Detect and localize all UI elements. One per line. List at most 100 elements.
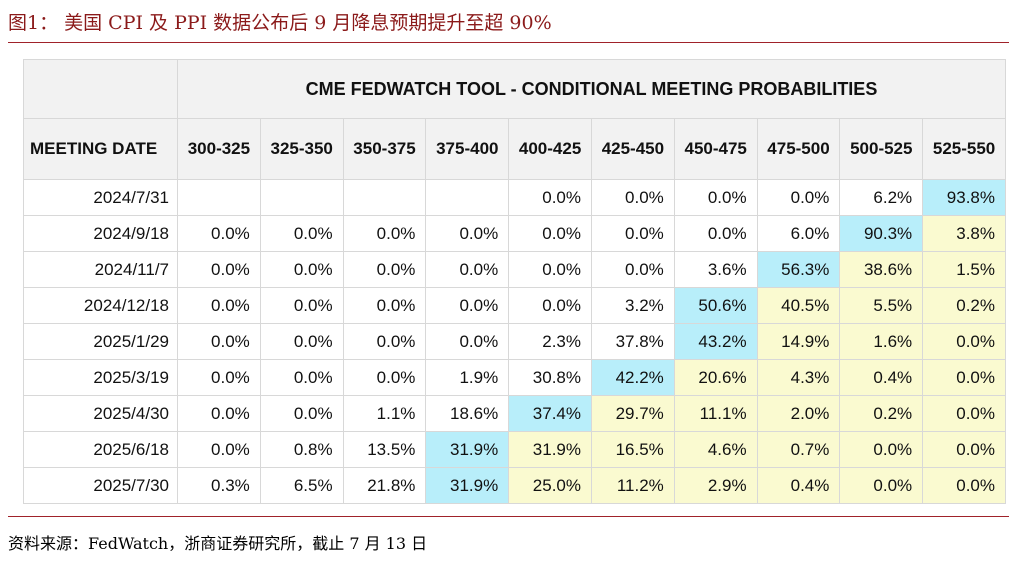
probability-cell: 0.0% (259, 323, 344, 360)
meeting-date-cell: 2025/1/29 (23, 323, 178, 360)
probability-cell: 4.6% (673, 431, 758, 468)
probability-cell: 0.0% (756, 179, 841, 216)
probability-cell: 0.0% (922, 467, 1006, 504)
meeting-date-cell: 2024/11/7 (23, 251, 178, 288)
probability-cell: 0.0% (177, 395, 261, 432)
probability-cell: 0.0% (508, 251, 592, 288)
meeting-date-cell: 2024/7/31 (23, 179, 178, 216)
probability-cell: 38.6% (839, 251, 924, 288)
probability-cell: 5.5% (839, 287, 924, 324)
meeting-date-cell: 2024/12/18 (23, 287, 178, 324)
rate-range-header: 450-475 (673, 118, 758, 180)
table-row: 2025/3/19 0.0% 0.0% 0.0% 1.9% 30.8% 42.2% 20.6%… (23, 359, 1006, 396)
meeting-date-cell: 2024/9/18 (23, 215, 178, 252)
probability-cell: 11.2% (590, 467, 675, 504)
probability-cell: 0.0% (425, 323, 510, 360)
probability-cell: 31.9% (508, 431, 592, 468)
probability-cell: 1.6% (839, 323, 924, 360)
probability-cell: 0.0% (177, 323, 261, 360)
probability-cell: 18.6% (425, 395, 510, 432)
empty-cell (425, 179, 510, 216)
empty-cell (177, 179, 261, 216)
probability-cell: 3.8% (922, 215, 1006, 252)
probability-cell: 0.0% (839, 467, 924, 504)
meeting-date-header: MEETING DATE (23, 118, 178, 180)
figure-title: 图1： 美国 CPI 及 PPI 数据公布后 9 月降息预期提升至超 90% (8, 12, 552, 34)
most-likely-probability-cell: 42.2% (590, 359, 675, 396)
probability-cell: 2.0% (756, 395, 841, 432)
probability-cell: 0.0% (342, 251, 427, 288)
probability-cell: 14.9% (756, 323, 841, 360)
table-row: 2025/4/30 0.0% 0.0% 1.1% 18.6% 37.4% 29.7% 11.1… (23, 395, 1006, 432)
probability-cell: 0.0% (177, 359, 261, 396)
probability-cell: 6.2% (839, 179, 924, 216)
probability-cell: 29.7% (590, 395, 675, 432)
probability-cell: 6.5% (259, 467, 344, 504)
probability-cell: 0.0% (177, 431, 261, 468)
source-divider (8, 516, 1009, 517)
probability-cell: 0.0% (259, 395, 344, 432)
meeting-date-cell: 2025/4/30 (23, 395, 178, 432)
empty-cell (342, 179, 427, 216)
title-divider (8, 42, 1009, 43)
rate-range-header: 350-375 (342, 118, 427, 180)
probability-cell: 0.0% (508, 215, 592, 252)
table-row: 2024/12/18 0.0% 0.0% 0.0% 0.0% 0.0% 3.2% 50.6% 4… (23, 287, 1006, 324)
probability-cell: 0.2% (839, 395, 924, 432)
probability-cell: 11.1% (673, 395, 758, 432)
probability-cell: 40.5% (756, 287, 841, 324)
probability-cell: 0.0% (177, 215, 261, 252)
table-title: CME FEDWATCH TOOL - CONDITIONAL MEETING … (177, 59, 1006, 119)
probability-cell: 1.1% (342, 395, 427, 432)
probability-cell: 0.0% (259, 287, 344, 324)
most-likely-probability-cell: 31.9% (425, 467, 510, 504)
rate-range-header: 300-325 (177, 118, 261, 180)
table-row: 2025/6/18 0.0% 0.8% 13.5% 31.9% 31.9% 16.5% 4.6… (23, 431, 1006, 468)
meeting-date-cell: 2025/3/19 (23, 359, 178, 396)
table-body: 2024/7/31 0.0% 0.0% 0.0% 0.0% 6.2% 93.8% 2024/9… (23, 179, 1006, 504)
probability-cell: 2.3% (508, 323, 592, 360)
probability-cell: 3.6% (673, 251, 758, 288)
probability-cell: 0.0% (259, 251, 344, 288)
probability-cell: 0.4% (839, 359, 924, 396)
probability-cell: 1.5% (922, 251, 1006, 288)
probability-cell: 0.0% (508, 287, 592, 324)
probability-cell: 0.0% (177, 251, 261, 288)
probability-cell: 30.8% (508, 359, 592, 396)
probability-cell: 0.0% (673, 179, 758, 216)
probability-cell: 2.9% (673, 467, 758, 504)
probability-cell: 6.0% (756, 215, 841, 252)
probability-cell: 25.0% (508, 467, 592, 504)
probability-cell: 0.0% (342, 287, 427, 324)
probability-cell: 0.0% (673, 215, 758, 252)
rate-range-header: 375-400 (425, 118, 510, 180)
probability-cell: 16.5% (590, 431, 675, 468)
most-likely-probability-cell: 37.4% (508, 395, 592, 432)
meeting-date-cell: 2025/7/30 (23, 467, 178, 504)
probability-cell: 0.2% (922, 287, 1006, 324)
table-row: 2025/7/30 0.3% 6.5% 21.8% 31.9% 25.0% 11.2% 2.9… (23, 467, 1006, 504)
rate-range-header: 475-500 (756, 118, 841, 180)
most-likely-probability-cell: 31.9% (425, 431, 510, 468)
rate-range-header: 425-450 (590, 118, 675, 180)
probability-cell: 1.9% (425, 359, 510, 396)
most-likely-probability-cell: 43.2% (673, 323, 758, 360)
most-likely-probability-cell: 90.3% (839, 215, 924, 252)
probability-cell: 37.8% (590, 323, 675, 360)
table-row: 2025/1/29 0.0% 0.0% 0.0% 0.0% 2.3% 37.8% 43.2% 1… (23, 323, 1006, 360)
probability-cell: 0.0% (590, 215, 675, 252)
probability-cell: 0.0% (342, 359, 427, 396)
probability-cell: 0.0% (508, 179, 592, 216)
probability-table: CME FEDWATCH TOOL - CONDITIONAL MEETING … (23, 59, 1006, 504)
probability-cell: 0.0% (922, 323, 1006, 360)
probability-cell: 0.0% (922, 431, 1006, 468)
probability-cell: 0.0% (590, 251, 675, 288)
probability-cell: 21.8% (342, 467, 427, 504)
meeting-date-cell: 2025/6/18 (23, 431, 178, 468)
table-row: 2024/7/31 0.0% 0.0% 0.0% 0.0% 6.2% 93.8% (23, 179, 1006, 216)
table-corner (23, 59, 178, 119)
probability-cell: 0.0% (342, 323, 427, 360)
probability-cell: 0.0% (590, 179, 675, 216)
probability-cell: 4.3% (756, 359, 841, 396)
rate-range-header: 500-525 (839, 118, 924, 180)
